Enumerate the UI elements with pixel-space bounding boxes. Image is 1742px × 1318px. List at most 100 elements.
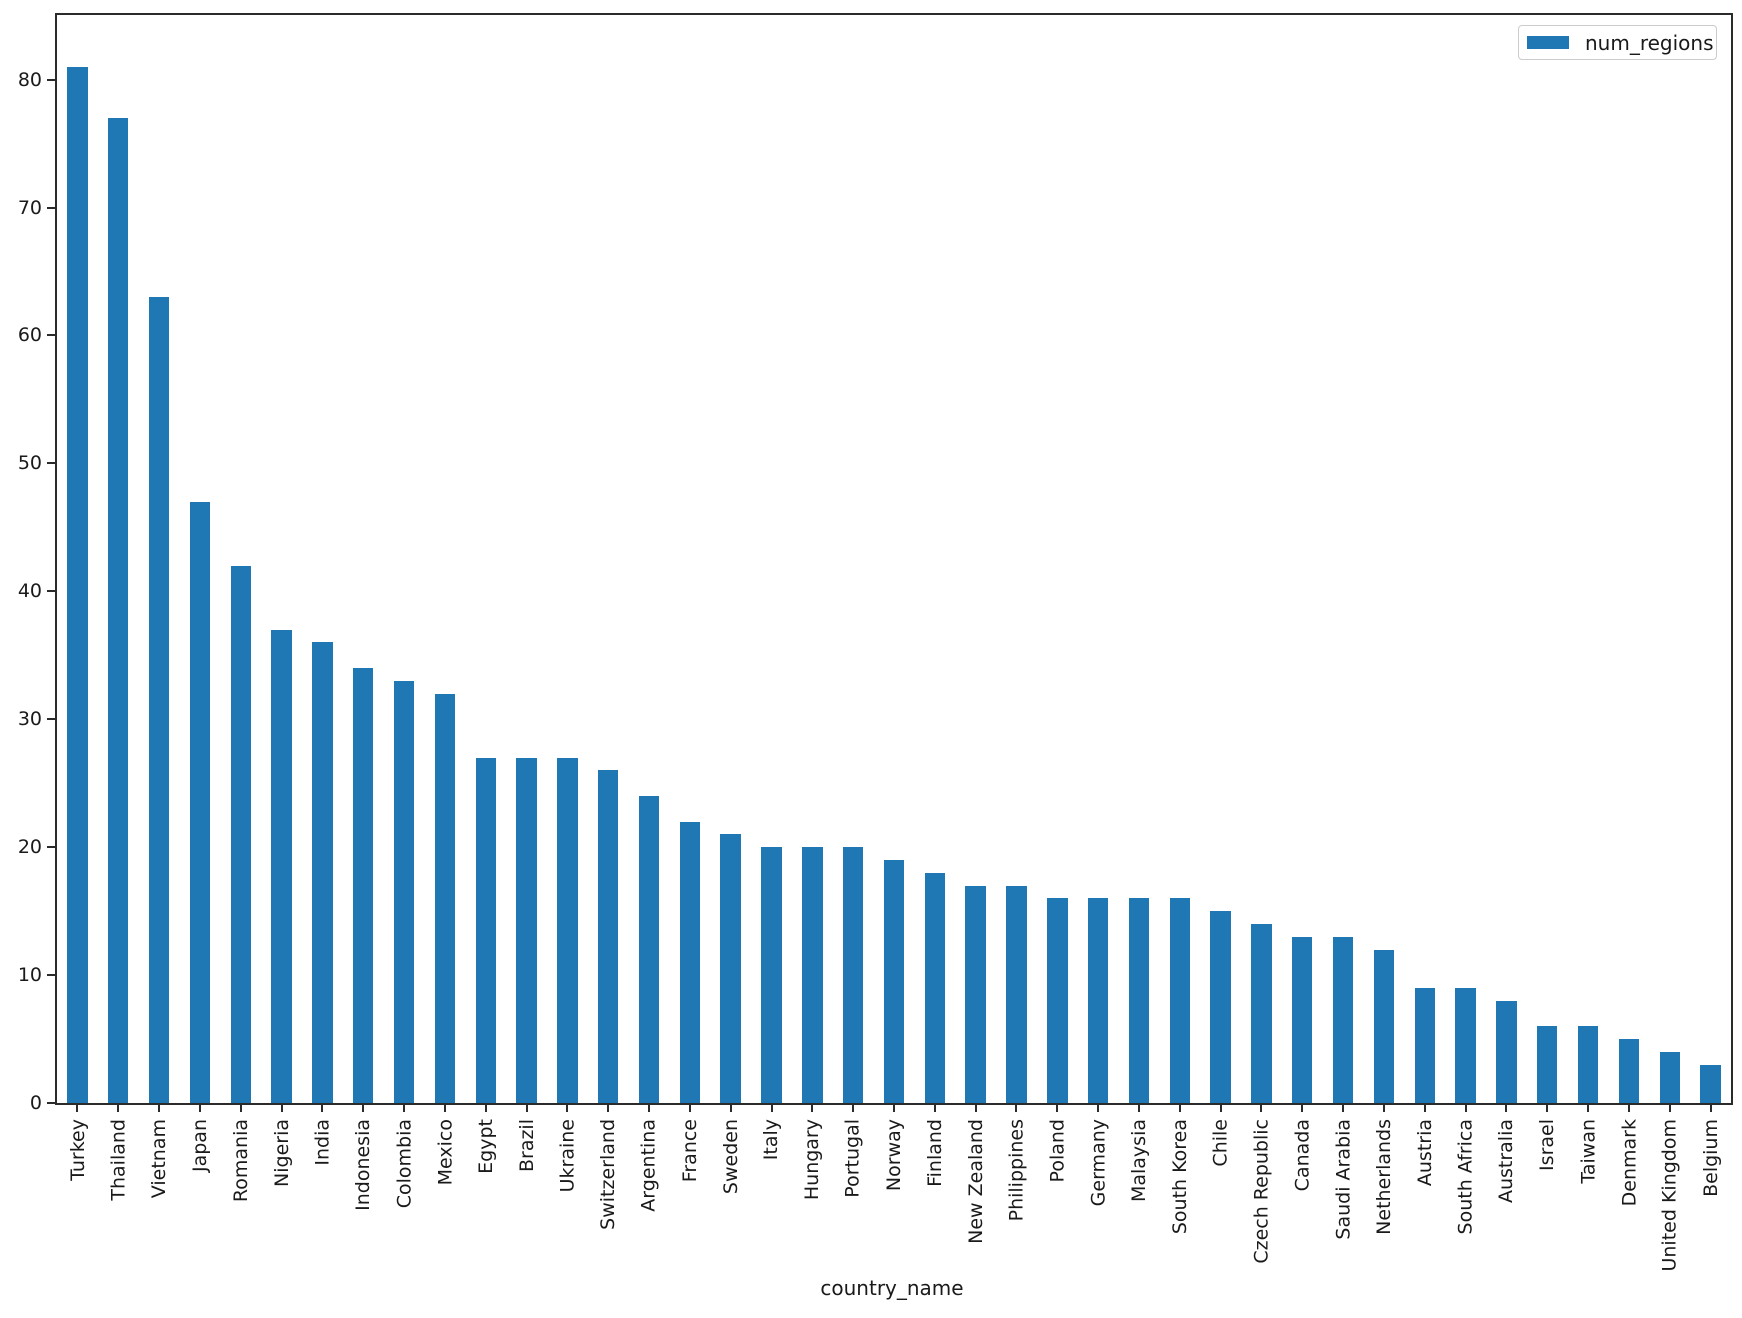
plot-area: 0 10 20 30 40 50 60 70 80 Turkey Thailand Vietnam Ja… — [18, 13, 1733, 1272]
bar-finland — [924, 872, 946, 1103]
bar-south-korea — [1169, 898, 1190, 1103]
x-tick-label-new-zealand: New Zealand — [964, 1119, 987, 1244]
x-tick-mark-indonesia — [362, 1103, 365, 1112]
y-tick-mark-80 — [47, 78, 56, 81]
x-tick-mark-nigeria — [280, 1103, 283, 1112]
legend: num_regions — [1518, 25, 1717, 60]
y-tick-label-70: 70 — [17, 196, 42, 219]
x-tick-mark-japan — [198, 1103, 201, 1112]
x-tick-mark-sweden — [729, 1103, 732, 1112]
legend-label: num_regions — [1585, 30, 1714, 55]
bar-japan — [189, 501, 211, 1103]
bar-new-zealand — [965, 885, 986, 1103]
x-tick-label-canada: Canada — [1291, 1119, 1314, 1192]
x-tick-mark-ukraine — [566, 1103, 569, 1112]
x-tick-label-switzerland: Switzerland — [597, 1119, 620, 1230]
bar-italy — [761, 847, 782, 1103]
x-tick-mark-finland — [933, 1103, 936, 1112]
x-tick-label-australia: Australia — [1495, 1119, 1518, 1204]
x-tick-label-belgium: Belgium — [1699, 1119, 1722, 1197]
y-tick-mark-40 — [47, 590, 56, 593]
bar-south-africa — [1455, 987, 1476, 1103]
bar-hungary — [802, 847, 823, 1103]
bar-argentina — [638, 795, 660, 1103]
x-tick-label-egypt: Egypt — [474, 1119, 497, 1174]
y-tick-label-80: 80 — [17, 68, 42, 91]
x-tick-label-colombia: Colombia — [393, 1119, 416, 1209]
y-tick-mark-0 — [47, 1102, 56, 1104]
x-tick-label-israel: Israel — [1536, 1119, 1559, 1171]
x-tick-label-nigeria: Nigeria — [270, 1119, 293, 1187]
x-tick-label-mexico: Mexico — [433, 1119, 456, 1186]
x-tick-label-italy: Italy — [760, 1119, 783, 1161]
x-tick-mark-denmark — [1627, 1103, 1630, 1112]
x-tick-label-united-kingdom: United Kingdom — [1658, 1119, 1681, 1272]
x-tick-mark-netherlands — [1382, 1103, 1385, 1112]
legend-swatch-num-regions — [1527, 36, 1569, 49]
x-tick-mark-norway — [893, 1103, 895, 1112]
bar-romania — [230, 565, 251, 1103]
x-tick-mark-malaysia — [1137, 1103, 1140, 1112]
y-tick-mark-10 — [47, 974, 56, 977]
x-tick-mark-united-kingdom — [1668, 1103, 1671, 1112]
bar-saudi-arabia — [1332, 936, 1354, 1103]
y-tick-mark-70 — [47, 206, 56, 209]
x-tick-label-czech-republic: Czech Republic — [1250, 1119, 1273, 1264]
x-tick-label-indonesia: Indonesia — [352, 1119, 375, 1211]
x-tick-mark-india — [321, 1103, 324, 1112]
x-tick-mark-thailand — [117, 1103, 120, 1112]
x-tick-mark-germany — [1097, 1103, 1100, 1112]
x-tick-mark-mexico — [443, 1103, 446, 1112]
x-tick-label-brazil: Brazil — [515, 1119, 538, 1173]
x-tick-mark-romania — [239, 1103, 242, 1112]
x-tick-label-finland: Finland — [923, 1119, 946, 1187]
x-tick-mark-argentina — [648, 1103, 651, 1112]
bar-vietnam — [148, 297, 170, 1103]
y-tick-label-30: 30 — [17, 708, 42, 731]
bar-egypt — [475, 757, 496, 1103]
x-tick-mark-canada — [1301, 1103, 1304, 1112]
bar-australia — [1496, 1000, 1517, 1103]
y-tick-label-40: 40 — [17, 580, 42, 603]
x-tick-label-netherlands: Netherlands — [1372, 1119, 1395, 1235]
y-tick-label-0: 0 — [29, 1092, 42, 1114]
bar-switzerland — [597, 770, 619, 1103]
x-tick-label-sweden: Sweden — [719, 1119, 742, 1195]
bar-taiwan — [1577, 1026, 1599, 1103]
x-tick-mark-belgium — [1709, 1103, 1712, 1112]
bar-austria — [1414, 987, 1435, 1103]
x-tick-label-vietnam: Vietnam — [148, 1119, 171, 1199]
x-tick-label-taiwan: Taiwan — [1577, 1119, 1600, 1184]
x-tick-label-philippines: Philippines — [1005, 1119, 1028, 1222]
bar-indonesia — [353, 668, 374, 1103]
x-tick-label-chile: Chile — [1209, 1119, 1232, 1167]
bar-thailand — [108, 117, 129, 1103]
bar-india — [312, 642, 333, 1103]
bar-norway — [883, 859, 905, 1103]
bar-canada — [1292, 936, 1313, 1103]
bar-netherlands — [1373, 949, 1395, 1103]
y-tick-label-60: 60 — [17, 324, 42, 347]
x-tick-label-hungary: Hungary — [801, 1119, 824, 1201]
x-tick-label-poland: Poland — [1046, 1119, 1069, 1183]
bar-nigeria — [271, 629, 292, 1103]
x-tick-mark-czech-republic — [1260, 1103, 1263, 1112]
bar-philippines — [1006, 885, 1027, 1103]
x-tick-mark-egypt — [484, 1103, 487, 1112]
x-tick-label-thailand: Thailand — [107, 1119, 130, 1201]
y-tick-mark-20 — [47, 846, 56, 849]
x-tick-mark-brazil — [525, 1103, 528, 1112]
x-tick-label-india: India — [311, 1119, 334, 1166]
x-tick-mark-israel — [1546, 1103, 1549, 1112]
x-tick-label-romania: Romania — [229, 1119, 252, 1203]
x-tick-mark-austria — [1423, 1103, 1426, 1112]
bar-portugal — [842, 847, 864, 1103]
x-tick-mark-taiwan — [1587, 1103, 1590, 1112]
x-tick-label-denmark: Denmark — [1617, 1119, 1640, 1207]
x-tick-label-austria: Austria — [1413, 1119, 1436, 1187]
x-tick-mark-vietnam — [158, 1103, 161, 1112]
x-tick-label-saudi-arabia: Saudi Arabia — [1332, 1119, 1355, 1240]
x-tick-mark-hungary — [811, 1103, 814, 1112]
x-tick-mark-philippines — [1015, 1103, 1018, 1112]
